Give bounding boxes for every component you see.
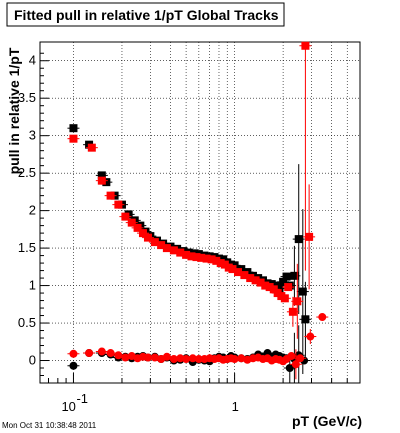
data-point bbox=[121, 212, 130, 221]
data-point bbox=[182, 355, 191, 364]
data-point bbox=[102, 178, 111, 187]
data-point bbox=[143, 233, 152, 242]
data-point bbox=[69, 134, 78, 143]
data-point bbox=[279, 277, 288, 286]
y-tick-label: 2.5 bbox=[18, 165, 36, 180]
data-point bbox=[106, 349, 115, 358]
y-tick-label: 1.5 bbox=[18, 240, 36, 255]
data-point bbox=[261, 281, 270, 290]
y-tick-label: 2 bbox=[29, 203, 36, 218]
data-point bbox=[280, 294, 289, 303]
chart-title-box: Fitted pull in relative 1/pT Global Trac… bbox=[6, 2, 285, 27]
data-point bbox=[69, 124, 78, 133]
y-tick-label: 3 bbox=[29, 128, 36, 143]
data-point bbox=[234, 268, 243, 277]
data-point bbox=[150, 353, 159, 362]
x-axis-title: pT (GeV/c) bbox=[292, 413, 362, 429]
data-point bbox=[287, 352, 296, 361]
data-point bbox=[318, 313, 327, 322]
data-point bbox=[182, 250, 191, 259]
x-tick-label: 10 bbox=[61, 399, 75, 414]
data-point bbox=[230, 355, 239, 364]
data-point bbox=[176, 354, 185, 363]
data-point bbox=[176, 248, 185, 257]
data-point bbox=[240, 271, 249, 280]
data-point bbox=[133, 223, 142, 232]
data-point bbox=[282, 272, 291, 281]
data-point bbox=[143, 353, 152, 362]
data-point bbox=[97, 176, 106, 185]
plot-area: 0 0.5 1 1.5 2 2.5 3 3.5 4 10-1 1 bbox=[18, 41, 361, 414]
data-point bbox=[291, 360, 300, 369]
data-point bbox=[187, 252, 196, 261]
data-point bbox=[301, 41, 310, 50]
data-point bbox=[275, 284, 284, 293]
data-point bbox=[246, 274, 255, 283]
chart-title: Fitted pull in relative 1/pT Global Trac… bbox=[14, 7, 279, 23]
data-point bbox=[114, 351, 123, 360]
y-tick-label: 1 bbox=[29, 278, 36, 293]
data-point bbox=[294, 235, 303, 244]
data-point bbox=[169, 246, 178, 255]
data-point bbox=[298, 287, 307, 296]
data-point bbox=[69, 361, 78, 370]
data-point bbox=[251, 276, 260, 285]
y-axis-title: pull in relative 1/pT bbox=[6, 47, 22, 174]
data-point bbox=[202, 254, 211, 263]
data-point bbox=[207, 255, 216, 264]
data-point bbox=[197, 253, 206, 262]
y-tick-label: 0.5 bbox=[18, 315, 36, 330]
data-point bbox=[192, 253, 201, 262]
data-point bbox=[237, 354, 246, 363]
data-point bbox=[127, 218, 136, 227]
data-point bbox=[162, 352, 171, 361]
data-point bbox=[121, 353, 130, 362]
data-point bbox=[85, 349, 94, 358]
data-point bbox=[296, 354, 305, 363]
data-point bbox=[212, 256, 221, 265]
plot-frame bbox=[39, 41, 361, 384]
data-point bbox=[216, 259, 225, 268]
data-point bbox=[97, 171, 106, 180]
data-point bbox=[284, 283, 293, 292]
data-point bbox=[150, 238, 159, 247]
x-tick-label: -1 bbox=[76, 391, 88, 406]
x-tick-label: 1 bbox=[232, 399, 239, 414]
data-point bbox=[157, 241, 166, 250]
data-point bbox=[87, 143, 96, 152]
y-tick-label: 3.5 bbox=[18, 90, 36, 105]
y-tick-label: 0 bbox=[29, 353, 36, 368]
data-point bbox=[256, 278, 265, 287]
y-tick-label: 4 bbox=[29, 53, 36, 68]
data-point bbox=[265, 283, 274, 292]
data-point bbox=[69, 349, 78, 358]
data-point bbox=[305, 232, 314, 241]
data-point bbox=[114, 200, 123, 209]
data-point bbox=[162, 244, 171, 253]
data-point bbox=[138, 229, 147, 238]
data-point bbox=[106, 191, 115, 200]
data-point bbox=[169, 355, 178, 364]
timestamp: Mon Oct 31 10:38:48 2011 bbox=[2, 421, 97, 430]
data-point bbox=[290, 271, 299, 280]
data-point bbox=[301, 315, 310, 324]
data-point bbox=[188, 354, 197, 363]
data-point bbox=[285, 364, 294, 373]
data-point bbox=[306, 332, 315, 341]
data-point bbox=[288, 307, 297, 316]
data-point bbox=[228, 265, 237, 274]
data-point bbox=[293, 297, 302, 306]
data-point bbox=[97, 347, 106, 356]
